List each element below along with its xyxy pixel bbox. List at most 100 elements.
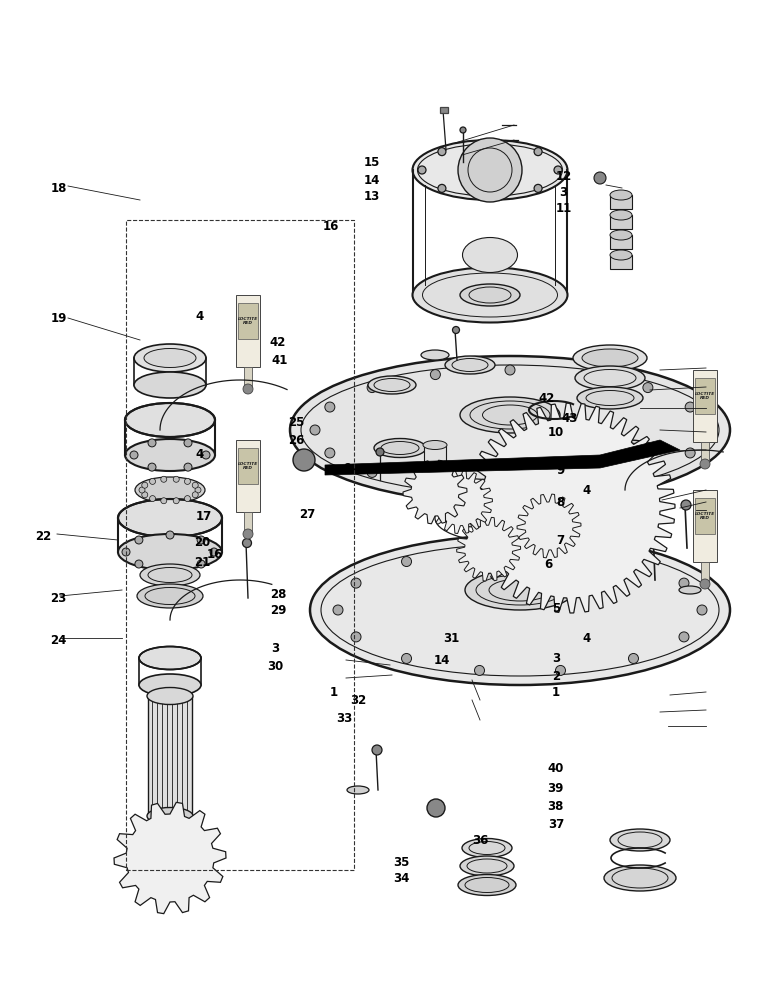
Text: 28: 28 [269,587,286,600]
Text: 19: 19 [50,312,67,324]
Text: 36: 36 [472,834,489,846]
Text: 40: 40 [547,762,564,774]
Text: 14: 14 [364,174,381,186]
Ellipse shape [582,349,638,367]
Ellipse shape [139,674,201,696]
Circle shape [686,402,695,412]
Circle shape [700,459,710,469]
Bar [424,445,446,465]
Text: 1: 1 [330,686,337,698]
Text: 17: 17 [195,510,212,522]
Text: 27: 27 [299,508,316,520]
Text: 16: 16 [206,548,223,560]
Ellipse shape [290,356,730,504]
Circle shape [427,799,445,817]
Circle shape [310,425,320,435]
Ellipse shape [135,477,205,503]
Circle shape [210,548,218,556]
Text: 37: 37 [547,818,564,830]
Circle shape [192,482,198,488]
Circle shape [580,370,590,380]
Text: 5: 5 [552,601,560,614]
Text: 6: 6 [544,558,552,570]
Ellipse shape [368,376,416,394]
Ellipse shape [125,403,215,437]
Ellipse shape [546,425,582,439]
Ellipse shape [147,808,193,824]
Text: 4: 4 [583,632,591,645]
Ellipse shape [144,349,196,367]
Circle shape [142,482,147,488]
Circle shape [534,148,542,156]
Circle shape [643,467,653,477]
Circle shape [534,184,542,192]
Circle shape [556,665,566,675]
Circle shape [430,370,440,380]
Circle shape [460,127,466,133]
Circle shape [628,557,638,567]
Text: 24: 24 [50,634,67,647]
Bar [701,442,709,462]
Text: 4: 4 [195,310,203,322]
Circle shape [556,545,566,555]
Ellipse shape [679,586,701,594]
Ellipse shape [139,647,201,670]
Circle shape [486,192,494,200]
Circle shape [367,383,377,393]
Circle shape [333,605,343,615]
Ellipse shape [421,350,449,360]
Text: LOCTITE
RED: LOCTITE RED [238,462,258,470]
Text: 10: 10 [547,426,564,438]
Ellipse shape [554,547,626,573]
Circle shape [700,425,710,435]
Text: 42: 42 [269,336,286,349]
Bar [701,562,709,582]
Polygon shape [403,460,467,524]
Ellipse shape [347,786,369,794]
Ellipse shape [423,440,447,450]
Bar [610,235,632,249]
Circle shape [197,536,205,544]
Ellipse shape [462,237,517,272]
Bar [695,498,715,534]
Ellipse shape [460,856,514,876]
Ellipse shape [125,439,215,471]
Circle shape [142,492,147,498]
Ellipse shape [604,865,676,891]
Bar [238,303,258,339]
Circle shape [146,834,194,882]
Ellipse shape [610,829,670,851]
Circle shape [418,166,426,174]
Circle shape [161,498,167,504]
Ellipse shape [118,534,222,570]
Ellipse shape [310,535,730,685]
Polygon shape [428,470,493,534]
Polygon shape [465,403,675,613]
Ellipse shape [575,366,645,390]
Circle shape [458,138,522,202]
Circle shape [184,463,192,471]
Text: 30: 30 [266,660,283,672]
Circle shape [430,480,440,490]
Circle shape [150,478,155,484]
Text: 4: 4 [583,484,591,496]
Ellipse shape [137,584,203,608]
Text: 23: 23 [50,591,67,604]
Text: LOCTITE
RED: LOCTITE RED [695,392,715,400]
Circle shape [148,439,156,447]
Ellipse shape [147,688,193,704]
Polygon shape [517,494,581,558]
Circle shape [462,462,470,471]
Circle shape [135,560,143,568]
Circle shape [679,578,689,588]
Circle shape [681,500,691,510]
Circle shape [401,653,411,663]
Text: 39: 39 [547,782,564,794]
Text: 3: 3 [271,642,279,654]
Circle shape [532,470,608,546]
Text: 13: 13 [364,190,381,202]
Circle shape [550,488,590,528]
Circle shape [173,498,179,504]
Ellipse shape [140,564,200,586]
Bar [126,220,354,870]
